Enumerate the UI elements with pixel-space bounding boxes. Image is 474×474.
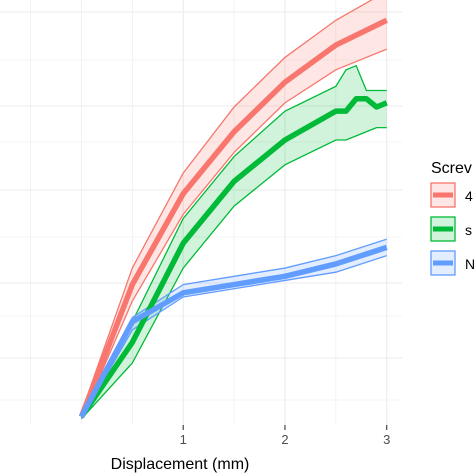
series-line-N: [78, 244, 388, 419]
ribbon-upper-4: [80, 0, 373, 413]
legend-title: Screv: [431, 160, 472, 177]
x-axis-title: Displacement (mm): [111, 456, 250, 473]
series-lines: [78, 17, 388, 419]
series-line-4: [78, 17, 388, 418]
legend-label-s: s: [465, 222, 472, 238]
ribbon-upper-s: [80, 64, 387, 413]
legend: Screv 4 s N: [430, 160, 474, 276]
ribbon-upper-N: [80, 238, 387, 413]
series-line-s: [79, 95, 388, 419]
x-tick-label: 3: [383, 432, 390, 447]
x-tick-label: 2: [281, 432, 288, 447]
ribbon-lower-N: [80, 255, 387, 420]
x-tick-label: 1: [180, 432, 187, 447]
x-axis: 1 2 3: [180, 425, 390, 447]
legend-label-4: 4: [465, 188, 473, 204]
ribbon-lower-4: [80, 48, 387, 420]
ribbon-4: [81, 0, 387, 419]
grid: [0, 0, 402, 425]
legend-label-N: N: [465, 256, 474, 272]
